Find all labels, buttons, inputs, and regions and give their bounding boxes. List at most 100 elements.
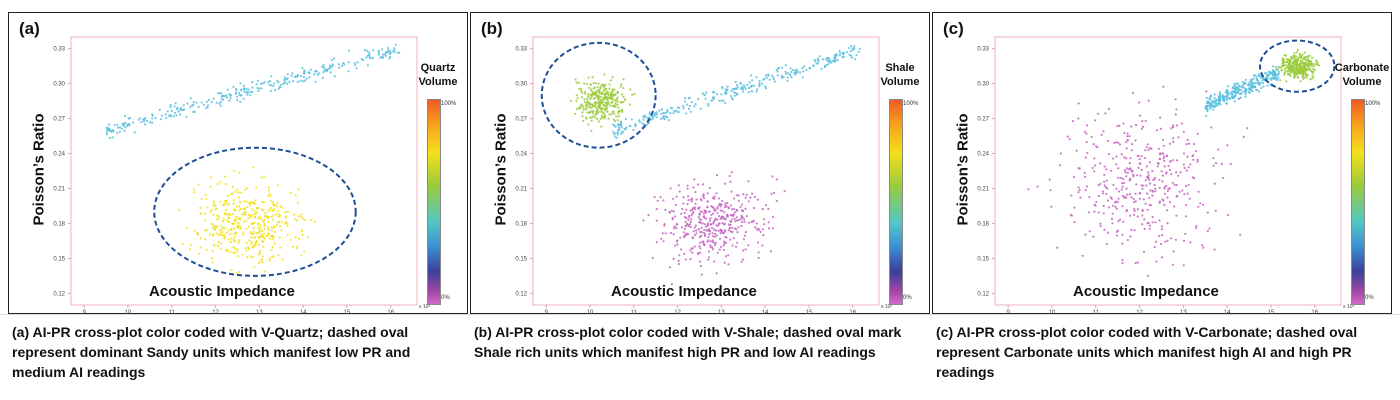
scatter-point [272,214,275,217]
scatter-point [629,88,632,91]
scatter-point [1091,166,1094,170]
scatter-point [154,116,157,120]
scatter-point [731,244,734,247]
scatter-point [585,117,588,120]
scatter-point [602,103,605,106]
scatter-point [124,122,127,125]
scatter-point [771,215,775,219]
scatter-point [245,187,249,190]
scatter-point [688,96,691,99]
scatter-point [1155,129,1159,132]
scatter-point [687,233,690,236]
colorbar-min-label: 0% [903,295,912,301]
scatter-point [1252,74,1256,77]
x-tick-label: 15 [1268,310,1275,315]
scatter-point [267,210,270,213]
scatter-point [742,88,745,91]
scatter-point [1177,174,1180,177]
scatter-point [1085,185,1089,188]
scatter-point [211,223,214,226]
scatter-point [270,229,273,232]
scatter-point [1161,138,1165,141]
scatter-point [1231,90,1234,93]
scatter-point [592,82,595,85]
scatter-point [250,214,254,217]
scatter-point [708,210,711,213]
scatter-point [1262,81,1265,84]
scatter-point [170,109,173,113]
scatter-point [737,194,740,197]
scatter-point [1140,127,1143,130]
scatter-point [1295,51,1299,54]
scatter-point [1187,142,1191,145]
scatter-point [1222,97,1226,100]
scatter-point [262,240,265,243]
scatter-point [597,111,600,114]
scatter-point [733,217,736,220]
scatter-point [1100,133,1103,136]
scatter-point [1151,221,1154,224]
scatter-point [616,100,619,103]
scatter-point [731,218,734,221]
scatter-point [252,201,255,204]
scatter-point [1299,80,1302,83]
scatter-point [322,71,325,74]
scatter-point [128,122,131,126]
scatter-point [1185,169,1188,172]
scatter-point [221,231,224,234]
scatter-point [744,196,747,199]
scatter-point [1307,56,1310,60]
scatter-point [617,133,620,136]
scatter-point [238,209,241,212]
scatter-point [137,118,140,121]
scatter-point [1192,158,1195,161]
scatter-point [1103,165,1106,168]
scatter-point [1123,181,1126,185]
scatter-point [1206,110,1209,113]
scatter-point [622,95,625,99]
scatter-point [726,213,729,216]
scatter-point [215,232,219,235]
y-tick-label: 0.18 [515,221,527,227]
scatter-point [685,216,688,220]
scatter-point [851,48,854,52]
scatter-point [1248,81,1251,84]
scatter-point [633,92,636,96]
scatter-point [108,136,111,140]
scatter-point [586,100,589,103]
scatter-point [853,47,856,50]
scatter-point [827,63,830,66]
scatter-point [598,89,601,92]
scatter-point [741,86,744,89]
scatter-point [585,103,589,106]
scatter-point [830,61,833,64]
scatter-point [281,258,284,261]
scatter-point [1149,189,1152,192]
scatter-point [1095,200,1098,204]
scatter-point [192,188,195,191]
scatter-point [675,223,679,226]
scatter-point [664,208,667,211]
scatter-point [703,228,706,231]
scatter-point [1208,107,1211,110]
scatter-point [706,200,709,203]
scatter-point [583,101,587,104]
scatter-point [1142,198,1145,201]
scatter-point [1117,141,1120,144]
x-tick-label: 12 [212,310,219,315]
scatter-point [1242,135,1245,138]
scatter-point [1218,91,1221,94]
scatter-point [728,174,731,178]
scatter-point [260,258,264,261]
scatter-point [662,117,665,120]
scatter-point [272,238,275,241]
scatter-point [700,226,703,229]
scatter-point [620,83,623,86]
scatter-point [718,99,721,102]
scatter-point [699,107,702,110]
scatter-point [216,218,219,221]
scatter-point [1172,137,1175,140]
scatter-point [812,64,815,67]
scatter-point [579,105,582,108]
scatter-point [753,195,756,199]
